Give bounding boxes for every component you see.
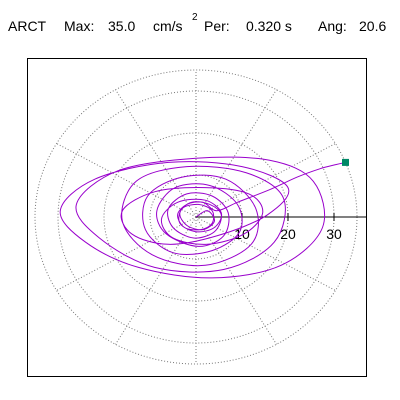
end-point-marker (342, 158, 349, 166)
period-label: Per: (204, 18, 230, 34)
grid-spoke-300 (195, 216, 277, 345)
max-unit-exponent: 2 (192, 12, 198, 23)
end-marker-layer (342, 158, 349, 166)
period-value: 0.320 s (246, 18, 292, 34)
max-unit: cm/s (153, 18, 183, 34)
grid-spoke-240 (115, 216, 197, 345)
axis-tick-label-10: 10 (234, 226, 250, 242)
grid-spoke-150 (56, 143, 197, 218)
axis-tick-label-20: 20 (280, 226, 296, 242)
axis-tick-label-30: 30 (326, 226, 342, 242)
grid-spoke-120 (115, 89, 197, 218)
plot-border (27, 58, 367, 377)
motion-trace-layer (59, 156, 346, 279)
max-label: Max: (64, 18, 95, 34)
station-code: ARCT (8, 18, 47, 34)
grid-spoke-210 (56, 216, 197, 291)
angle-label: Ang: (318, 18, 347, 34)
angle-value: 20.6 (359, 18, 387, 34)
grid-spoke-330 (195, 216, 336, 291)
grid-spoke-30 (195, 143, 336, 218)
max-value: 35.0 (108, 18, 136, 34)
grid-spoke-60 (195, 89, 277, 218)
motion-trace-0 (59, 156, 346, 279)
